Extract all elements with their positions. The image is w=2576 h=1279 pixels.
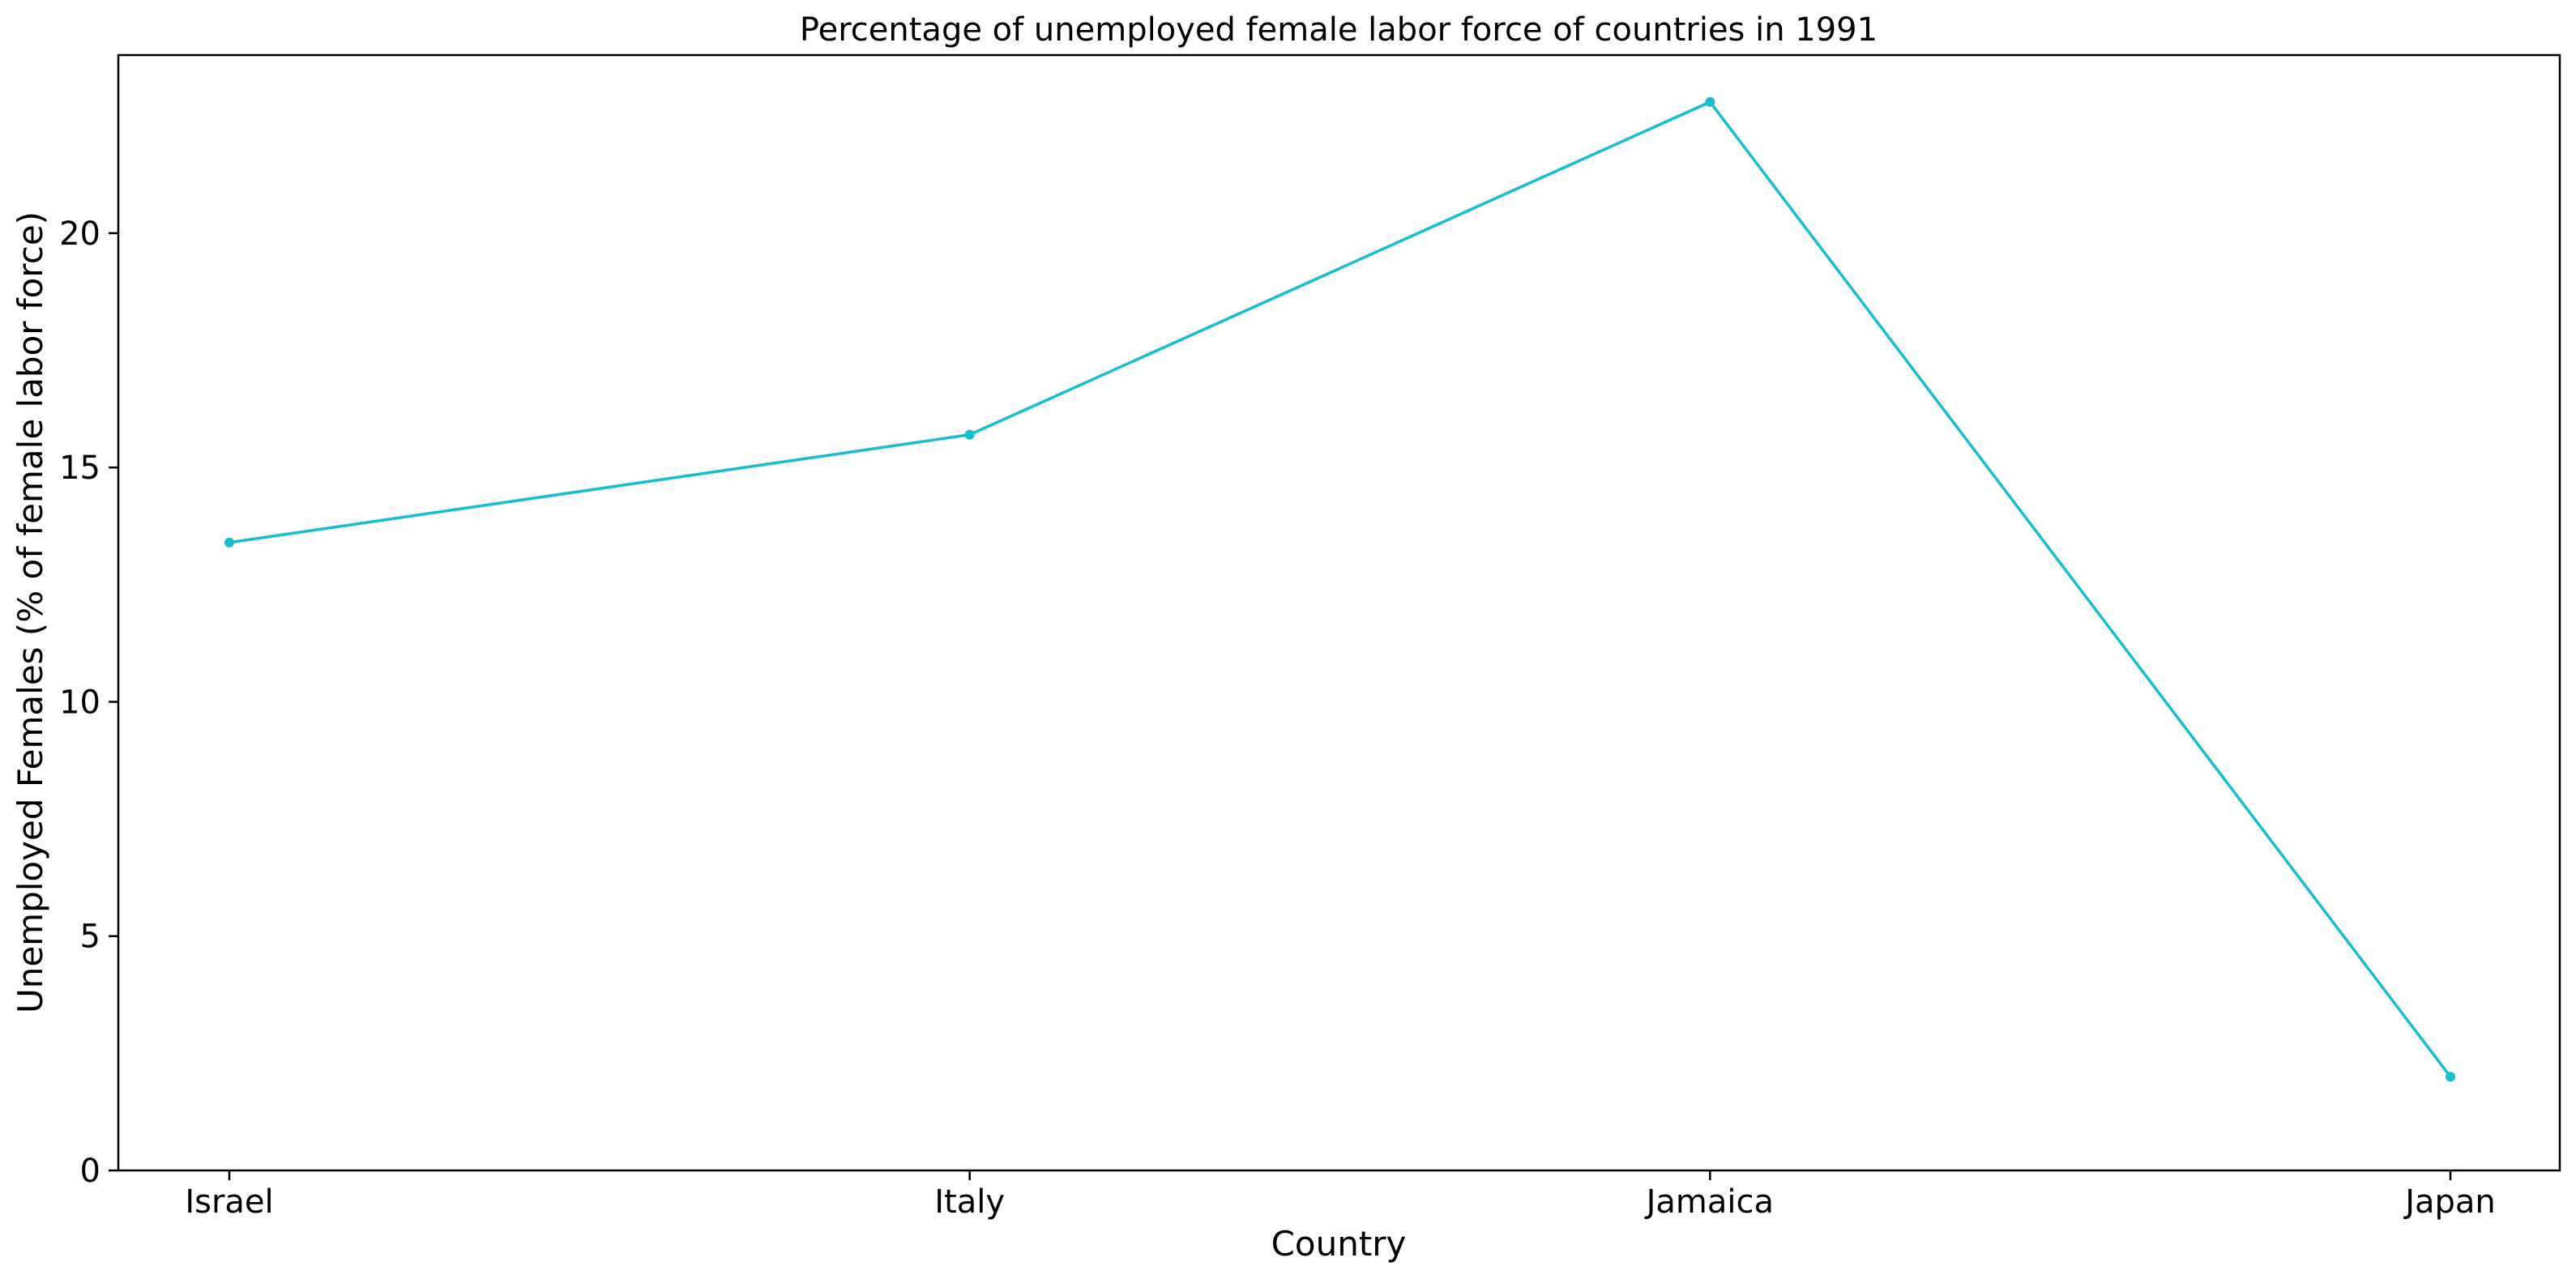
x-tick-label: Jamaica [1644, 1183, 1774, 1221]
y-tick-label: 20 [59, 215, 100, 253]
x-tick-label: Israel [185, 1183, 273, 1221]
series-line [229, 100, 2452, 1078]
chart-title: Percentage of unemployed female labor fo… [800, 11, 1878, 49]
y-tick-label: 5 [80, 919, 100, 956]
x-tick-label: Japan [2403, 1183, 2496, 1221]
data-point [2446, 1072, 2455, 1082]
series-layer [224, 96, 2455, 1082]
y-tick-label: 15 [59, 450, 100, 487]
y-axis-label: Unemployed Females (% of female labor fo… [11, 211, 50, 1013]
data-point [224, 537, 234, 548]
y-tick-label: 10 [59, 684, 100, 721]
plot-frame [117, 53, 2561, 1172]
y-tick-label: 0 [80, 1153, 100, 1190]
x-axis-label: Country [1271, 1224, 1407, 1264]
x-tick-label: Italy [934, 1183, 1005, 1221]
y-axis-label-group: Unemployed Females (% of female labor fo… [11, 211, 50, 1013]
x-ticks: Israel Italy Jamaica Japan [185, 1170, 2496, 1221]
data-point [964, 429, 975, 440]
data-point [1705, 96, 1715, 107]
y-ticks: 0 5 10 15 20 [59, 215, 118, 1190]
